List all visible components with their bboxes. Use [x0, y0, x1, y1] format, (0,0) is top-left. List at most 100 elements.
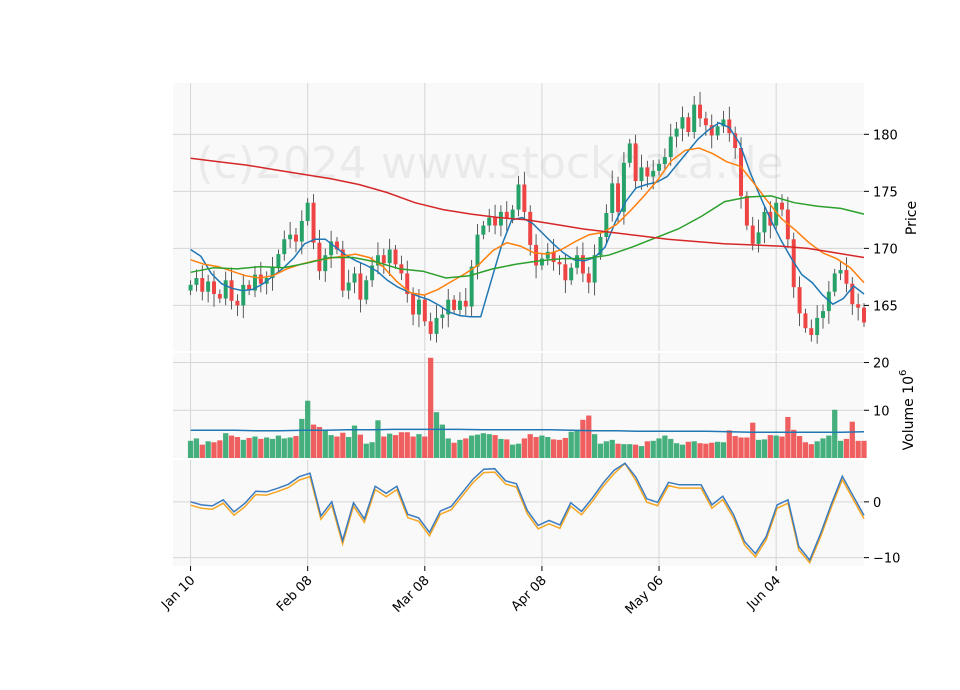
- candle-up: [592, 255, 597, 283]
- candle-down: [686, 117, 691, 133]
- candle-down: [463, 300, 468, 307]
- candle-down: [844, 270, 849, 284]
- candle-down: [750, 225, 755, 244]
- y-tick-label: 175: [873, 185, 898, 200]
- volume-bar: [808, 444, 814, 458]
- volume-bar: [240, 439, 246, 458]
- candle-down: [580, 255, 585, 274]
- volume-bar: [428, 357, 434, 458]
- candle-up: [516, 184, 521, 210]
- volume-bar: [369, 442, 375, 458]
- volume-bar: [791, 429, 797, 458]
- candle-down: [340, 249, 345, 291]
- volume-bar: [826, 435, 832, 458]
- candle-down: [633, 143, 638, 182]
- candle-down: [528, 211, 533, 245]
- volume-bar: [679, 444, 686, 458]
- volume-bar: [603, 441, 609, 458]
- candle-down: [358, 273, 363, 300]
- volume-bar: [785, 416, 791, 458]
- volume-bar: [357, 434, 364, 458]
- candle-up: [668, 136, 673, 158]
- volume-bar: [551, 439, 557, 458]
- x-tick-label: Feb 08: [274, 573, 316, 615]
- candle-down: [744, 195, 749, 226]
- candle-down: [809, 328, 814, 336]
- candle-up: [457, 300, 462, 310]
- volume-bar: [703, 443, 709, 458]
- volume-bar: [855, 440, 861, 458]
- volume-bar: [322, 430, 328, 458]
- candle-up: [252, 274, 257, 291]
- candle-up: [481, 225, 486, 235]
- volume-bar: [281, 438, 287, 458]
- candle-up: [756, 232, 761, 244]
- volume-bar: [755, 439, 762, 458]
- candle-down: [393, 249, 398, 265]
- volume-bar: [310, 424, 317, 458]
- candle-down: [645, 167, 650, 177]
- candle-up: [545, 251, 550, 259]
- candle-down: [856, 304, 861, 308]
- volume-bar: [387, 433, 393, 458]
- volume-bar: [228, 435, 235, 458]
- volume-bar: [486, 434, 492, 458]
- candle-down: [727, 119, 732, 134]
- candle-down: [563, 264, 568, 281]
- candle-up: [434, 317, 439, 334]
- volume-bar: [398, 432, 405, 458]
- volume-bar: [632, 444, 639, 458]
- price-panel: [188, 91, 866, 344]
- volume-bar: [234, 437, 241, 458]
- volume-bar: [305, 400, 311, 458]
- volume-bar: [252, 436, 258, 458]
- volume-bar: [732, 436, 738, 458]
- volume-bar: [217, 440, 223, 458]
- volume-bar: [621, 444, 627, 458]
- volume-bar: [316, 426, 323, 458]
- candle-down: [247, 284, 252, 291]
- volume-bar: [586, 415, 592, 458]
- volume-bar: [287, 437, 293, 458]
- candle-down: [229, 280, 234, 301]
- ma-long-line: [190, 157, 865, 259]
- candle-up: [569, 267, 574, 281]
- candle-down: [317, 242, 322, 272]
- candle-up: [387, 249, 392, 264]
- volume-bar: [644, 441, 650, 458]
- volume-bar: [726, 430, 732, 458]
- candle-down: [557, 262, 562, 265]
- candle-up: [475, 234, 480, 267]
- y-tick-label: −10: [873, 552, 900, 567]
- volume-bar: [463, 438, 469, 458]
- candle-down: [797, 287, 802, 314]
- candle-down: [334, 241, 339, 250]
- candle-down: [504, 211, 509, 219]
- candle-up: [375, 255, 380, 266]
- candle-up: [241, 284, 246, 306]
- volume-bar: [802, 442, 809, 458]
- y-tick-label: 170: [873, 242, 898, 257]
- volume-bar: [433, 412, 440, 458]
- x-tick-label: Jan 10: [158, 573, 198, 613]
- x-tick-label: Apr 08: [509, 573, 550, 614]
- candle-up: [416, 299, 421, 315]
- volume-bar: [767, 435, 773, 458]
- candle-down: [534, 244, 539, 266]
- oscillator-signal-line: [190, 462, 865, 565]
- volume-bar: [381, 436, 387, 458]
- candle-down: [803, 313, 808, 329]
- candle-up: [575, 255, 580, 268]
- oscillator-panel: [190, 462, 865, 565]
- y-tick-label: 10: [873, 404, 890, 419]
- candle-up: [662, 157, 667, 164]
- volume-bar: [515, 443, 522, 458]
- candle-down: [311, 202, 316, 243]
- volume-bar: [269, 438, 276, 458]
- candle-down: [200, 278, 205, 292]
- price-panel-background: [173, 83, 864, 351]
- candle-up: [469, 266, 474, 307]
- volume-bar: [451, 442, 457, 458]
- candle-up: [446, 299, 451, 315]
- candle-down: [522, 184, 527, 212]
